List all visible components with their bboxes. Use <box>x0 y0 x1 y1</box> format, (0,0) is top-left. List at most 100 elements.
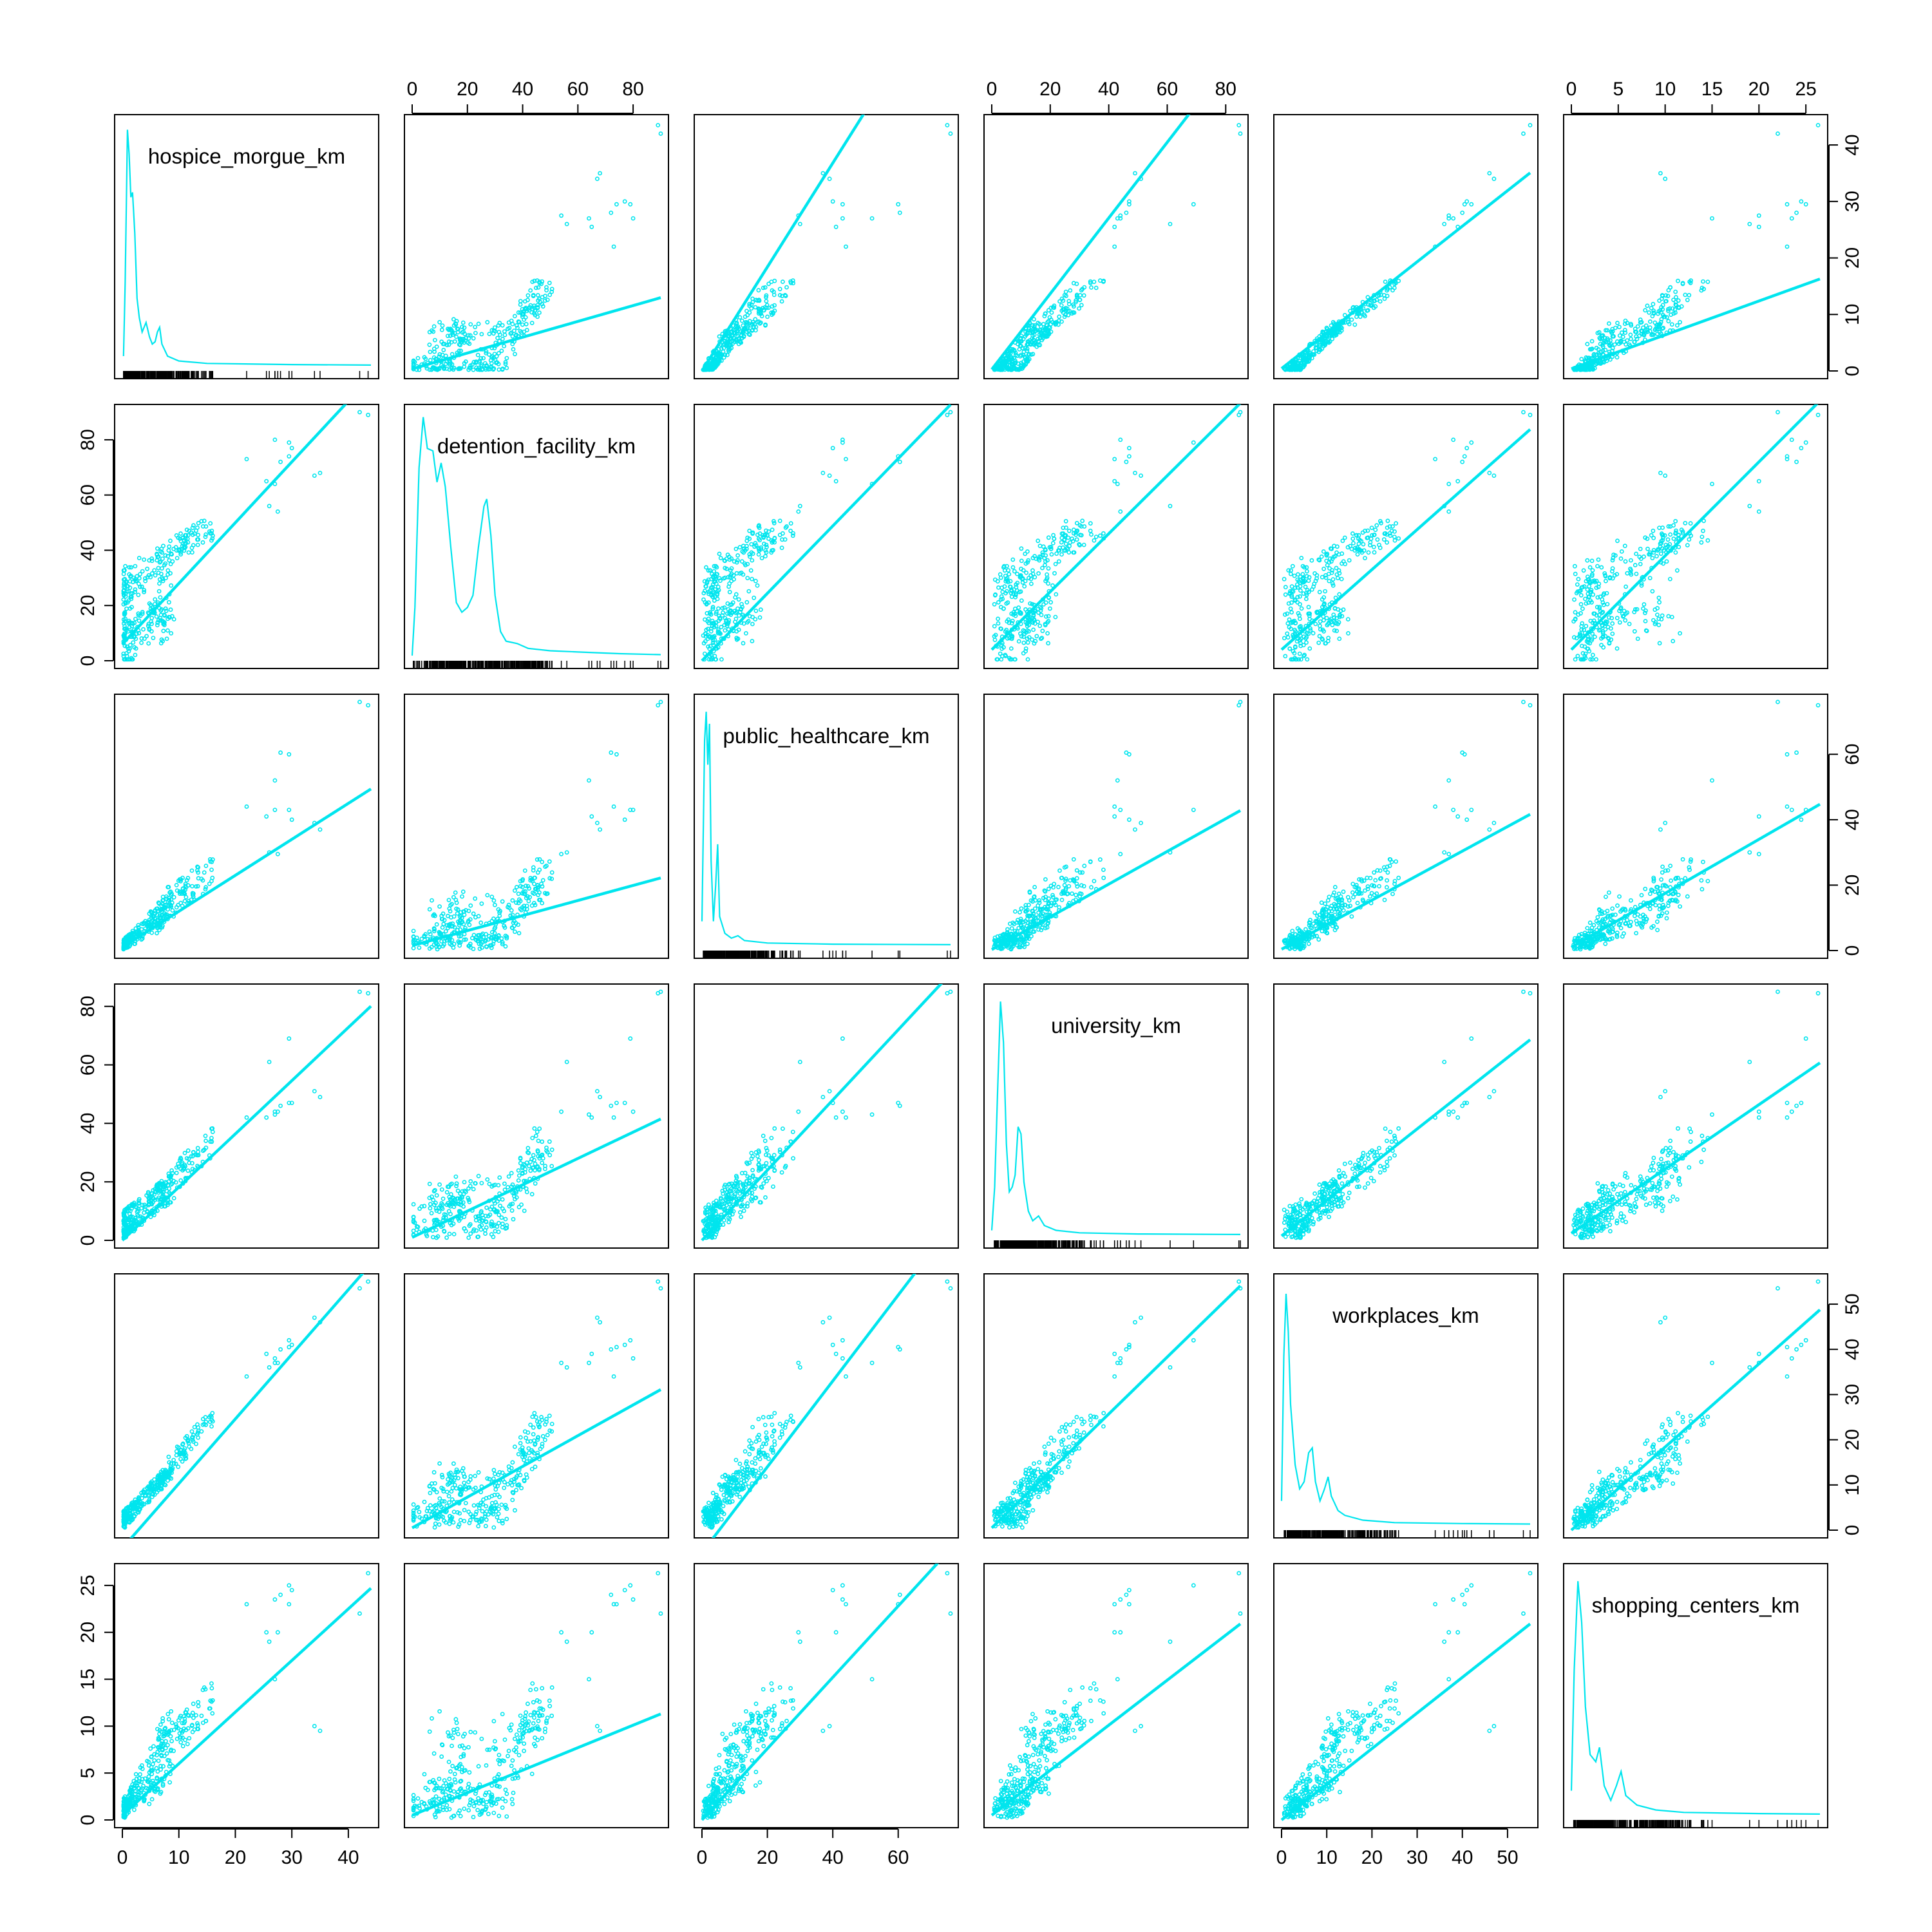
data-point <box>1066 535 1071 540</box>
data-point <box>743 314 748 319</box>
data-point <box>196 533 200 538</box>
data-point <box>183 536 188 541</box>
data-point <box>1025 657 1030 662</box>
data-point <box>1627 621 1632 627</box>
data-point <box>167 544 172 549</box>
data-point <box>1657 600 1662 605</box>
data-point <box>779 299 784 304</box>
data-point <box>459 348 463 354</box>
data-point <box>503 360 508 365</box>
data-point <box>830 446 835 451</box>
data-point <box>1037 558 1042 563</box>
data-point <box>724 621 729 627</box>
data-point <box>446 898 451 902</box>
data-point <box>1317 623 1322 629</box>
data-point <box>520 878 525 883</box>
data-point <box>1290 564 1295 569</box>
data-point <box>1656 616 1662 621</box>
data-point <box>168 607 173 612</box>
data-point <box>451 323 457 328</box>
data-point <box>1656 547 1660 552</box>
data-point <box>1528 412 1533 417</box>
data-point <box>1071 302 1076 307</box>
data-point <box>411 929 416 933</box>
data-point <box>1045 319 1050 325</box>
data-point <box>750 530 755 535</box>
data-point <box>500 940 505 945</box>
data-point <box>1676 533 1681 538</box>
data-point <box>492 931 497 936</box>
data-point <box>160 620 166 624</box>
data-point <box>163 606 168 611</box>
data-point <box>460 325 464 330</box>
data-point <box>531 294 536 298</box>
data-point <box>844 244 848 249</box>
data-point <box>1321 629 1326 634</box>
data-point <box>766 305 771 310</box>
data-point <box>189 868 194 873</box>
data-point <box>630 808 636 812</box>
data-point <box>1387 524 1392 529</box>
data-point <box>1587 584 1592 589</box>
data-point <box>513 314 517 319</box>
data-point <box>133 942 137 946</box>
data-point <box>897 459 902 464</box>
data-point <box>1082 524 1087 529</box>
data-point <box>1615 355 1620 360</box>
data-point <box>1007 572 1012 576</box>
data-point <box>128 574 133 579</box>
data-point <box>1385 518 1390 524</box>
data-point <box>1634 551 1638 556</box>
data-point <box>437 354 442 359</box>
data-point <box>721 346 726 350</box>
data-point <box>614 752 619 757</box>
data-point <box>471 911 476 916</box>
data-point <box>1578 611 1583 616</box>
data-point <box>1051 533 1056 538</box>
data-point <box>1446 482 1452 486</box>
data-point <box>545 298 550 302</box>
data-point <box>1354 533 1359 538</box>
data-point <box>1327 560 1332 565</box>
data-point <box>478 356 484 361</box>
data-point <box>1288 589 1293 594</box>
data-point <box>1579 357 1584 361</box>
data-point <box>1609 569 1615 574</box>
data-point <box>532 882 536 886</box>
data-point <box>195 884 200 889</box>
data-point <box>1029 582 1034 586</box>
data-point <box>437 945 442 950</box>
data-point <box>133 652 138 658</box>
data-point <box>1633 563 1638 567</box>
data-point <box>1295 577 1300 582</box>
data-point <box>1063 289 1068 294</box>
data-point <box>479 936 484 942</box>
data-point <box>1589 339 1595 344</box>
data-point <box>317 471 323 475</box>
data-point <box>479 332 484 337</box>
data-point <box>1575 582 1580 587</box>
data-point <box>463 359 468 364</box>
data-point <box>1283 592 1288 597</box>
data-point <box>1306 354 1311 359</box>
data-point <box>1587 347 1593 352</box>
data-point <box>1286 366 1291 371</box>
data-point <box>186 550 191 555</box>
data-point <box>1660 533 1665 538</box>
data-point <box>1643 323 1649 328</box>
data-point <box>1799 446 1804 451</box>
data-point <box>1591 618 1596 623</box>
data-point <box>1628 558 1633 563</box>
data-point <box>180 886 185 891</box>
data-point <box>622 817 627 822</box>
data-point <box>764 550 769 555</box>
data-point <box>124 606 129 611</box>
data-point <box>1628 568 1633 573</box>
data-point <box>1001 564 1007 569</box>
data-point <box>1347 321 1352 327</box>
panel-detention-facility-km-vs-public-healthcare-km <box>694 404 959 669</box>
data-point <box>1615 321 1620 325</box>
panel-border <box>404 114 669 379</box>
data-point <box>127 625 132 630</box>
data-point <box>1351 541 1356 545</box>
